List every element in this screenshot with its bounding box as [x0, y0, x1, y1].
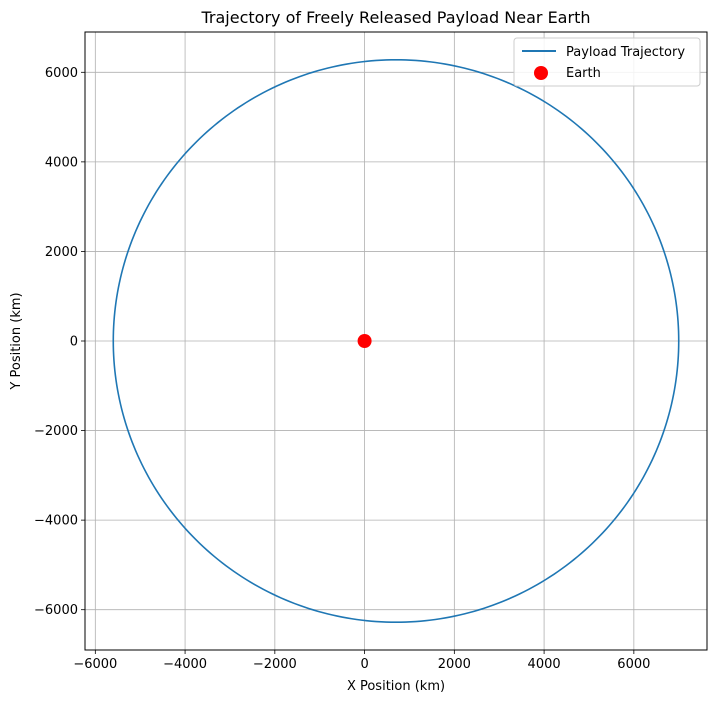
legend: Payload Trajectory Earth: [513, 37, 701, 87]
x-tick-label: 0: [360, 657, 368, 672]
x-tick-label: −4000: [163, 657, 207, 672]
y-tick-label: 4000: [45, 155, 78, 170]
x-tick-label: 4000: [528, 657, 561, 672]
earth-marker: [357, 334, 372, 348]
y-tick-label: −4000: [34, 514, 78, 529]
legend-marker-swatch: [534, 66, 548, 80]
x-tick-label: −6000: [73, 657, 117, 672]
legend-label-earth: Earth: [566, 66, 601, 81]
y-tick-label: 2000: [45, 245, 78, 260]
y-tick-label: −6000: [34, 603, 78, 618]
x-tick-label: 2000: [438, 657, 471, 672]
plot-area: [112, 58, 680, 624]
x-tick-label: −2000: [253, 657, 297, 672]
payload-trajectory-line: [112, 58, 680, 624]
y-axis-label: Y Position (km): [9, 292, 24, 390]
legend-box: [513, 37, 701, 87]
axis-ticks: −6000 −4000 −2000 0 2000 4000 6000 −6000 −4000 −2…: [34, 66, 650, 672]
legend-label-trajectory: Payload Trajectory: [566, 45, 685, 60]
x-axis-label: X Position (km): [347, 679, 445, 694]
x-tick-label: 6000: [617, 657, 650, 672]
grid-lines: [85, 32, 707, 650]
y-tick-label: −2000: [34, 424, 78, 439]
chart-title: Trajectory of Freely Released Payload Ne…: [201, 8, 591, 27]
y-tick-label: 6000: [45, 66, 78, 81]
y-tick-label: 0: [70, 335, 78, 350]
